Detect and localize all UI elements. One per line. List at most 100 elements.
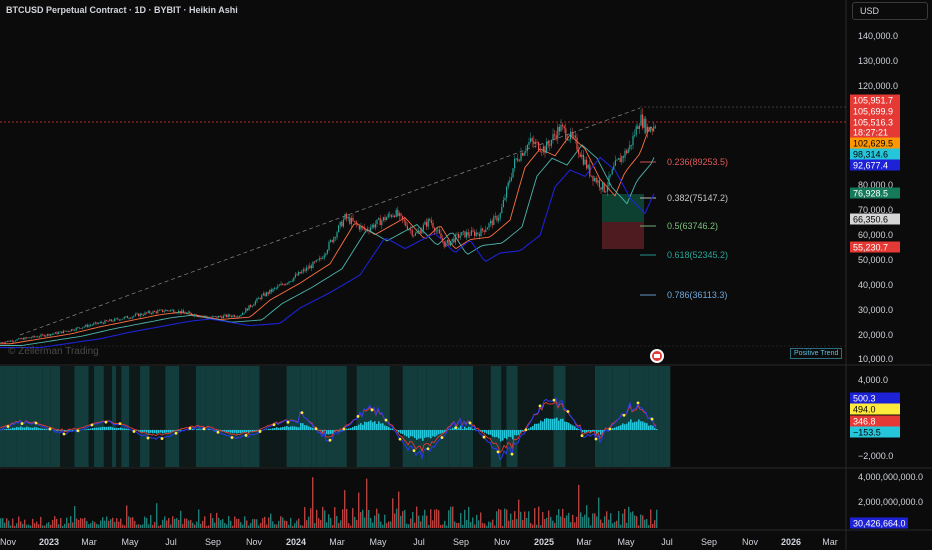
candle bbox=[72, 329, 74, 331]
candle bbox=[157, 310, 159, 314]
candle bbox=[43, 334, 45, 337]
candle bbox=[274, 288, 276, 289]
candle bbox=[621, 156, 623, 163]
volume-bar bbox=[550, 516, 552, 528]
time-axis[interactable]: Nov 2023 Mar May Jul Sep Nov 2024 Mar May Jul Sep No… bbox=[0, 537, 838, 547]
candle bbox=[133, 315, 135, 317]
osc-hist-bar bbox=[266, 429, 268, 430]
volume-bar bbox=[132, 517, 134, 528]
candle bbox=[533, 141, 535, 144]
candle bbox=[493, 216, 495, 226]
svg-text:346.8: 346.8 bbox=[853, 417, 876, 427]
osc-hist-bar bbox=[516, 430, 518, 436]
candle bbox=[357, 223, 359, 225]
svg-text:55,230.7: 55,230.7 bbox=[853, 243, 888, 253]
candle bbox=[472, 230, 474, 232]
volume-bar bbox=[280, 516, 282, 528]
osc-hist-bar bbox=[590, 430, 592, 433]
candle bbox=[653, 126, 655, 130]
candle bbox=[290, 281, 292, 283]
candle bbox=[218, 316, 220, 318]
volume-bar bbox=[566, 515, 568, 528]
fib-retracement[interactable]: 0.236(89253.5) 0.382(75147.2) 0.5(63746.2)… bbox=[640, 157, 728, 300]
trendline[interactable] bbox=[19, 107, 641, 336]
osc-dot bbox=[608, 427, 612, 431]
osc-hist-bar bbox=[486, 430, 488, 434]
candle bbox=[589, 164, 591, 177]
candle bbox=[314, 261, 316, 263]
candle bbox=[376, 219, 378, 225]
candle bbox=[339, 221, 341, 226]
volume-bar bbox=[360, 512, 362, 528]
candle bbox=[336, 232, 338, 238]
osc-hist-bar bbox=[434, 430, 436, 437]
candle bbox=[590, 175, 592, 177]
price-axis[interactable]: 140,000.0 130,000.0 120,000.0 80,000.0 7… bbox=[858, 31, 898, 364]
osc-hist-bar bbox=[214, 430, 216, 431]
osc-hist-bar bbox=[532, 426, 534, 430]
volume-bar bbox=[518, 499, 520, 528]
osc-band bbox=[337, 366, 347, 467]
volume-bar bbox=[22, 523, 24, 528]
candle bbox=[586, 159, 588, 169]
osc-dot bbox=[202, 427, 206, 431]
osc-dot bbox=[342, 427, 346, 431]
osc-hist-bar bbox=[560, 418, 562, 430]
candle bbox=[179, 310, 181, 314]
candle bbox=[152, 311, 154, 314]
osc-band bbox=[658, 366, 671, 467]
osc-band bbox=[553, 366, 566, 467]
candle bbox=[541, 151, 543, 153]
candle bbox=[458, 233, 460, 238]
osc-hist-bar bbox=[518, 430, 520, 435]
candle bbox=[214, 316, 216, 317]
candle bbox=[2, 342, 4, 344]
osc-hist-bar bbox=[346, 428, 348, 430]
volume-bar bbox=[192, 522, 194, 528]
volume-axis[interactable]: 4,000,000,000.0 2,000,000,000.0 bbox=[858, 472, 923, 507]
volume-bar bbox=[392, 498, 394, 528]
position-box[interactable] bbox=[602, 194, 644, 249]
candle bbox=[454, 234, 456, 243]
oscillator-axis[interactable]: 4,000.0 −2,000.0 bbox=[858, 375, 893, 461]
osc-dot bbox=[370, 408, 374, 412]
candle bbox=[160, 309, 162, 311]
candle bbox=[605, 191, 607, 193]
candle bbox=[613, 165, 615, 170]
osc-hist-bar bbox=[288, 426, 290, 430]
volume-bar bbox=[236, 518, 238, 528]
candle bbox=[226, 314, 228, 318]
osc-hist-bar bbox=[26, 426, 28, 430]
volume-bar bbox=[334, 507, 336, 528]
currency-button[interactable]: USD bbox=[852, 2, 928, 20]
candle bbox=[408, 229, 410, 231]
osc-hist-bar bbox=[4, 429, 6, 430]
candle bbox=[317, 259, 319, 261]
candle bbox=[101, 322, 103, 323]
candle bbox=[581, 154, 583, 157]
osc-hist-bar bbox=[646, 423, 648, 430]
volume-bar bbox=[66, 517, 68, 528]
trend-badge[interactable]: Positive Trend bbox=[790, 348, 843, 359]
volume-bar bbox=[306, 520, 308, 528]
volume-bar bbox=[490, 522, 492, 528]
volume-bar bbox=[614, 522, 616, 528]
volume-bar bbox=[420, 521, 422, 528]
osc-hist-bar bbox=[404, 430, 406, 436]
candle bbox=[280, 283, 282, 286]
candle bbox=[282, 283, 284, 285]
osc-hist-bar bbox=[500, 430, 502, 442]
volume-bar bbox=[634, 515, 636, 528]
osc-dot bbox=[230, 436, 234, 439]
candle bbox=[131, 316, 133, 319]
candle bbox=[182, 310, 184, 313]
osc-band bbox=[517, 366, 529, 467]
osc-hist-bar bbox=[400, 430, 402, 434]
osc-dot bbox=[216, 430, 220, 434]
us-flag-icon[interactable] bbox=[650, 349, 664, 363]
volume-bar bbox=[158, 525, 160, 528]
osc-dot bbox=[104, 420, 108, 424]
osc-hist-bar bbox=[612, 428, 614, 430]
candle bbox=[634, 135, 636, 136]
